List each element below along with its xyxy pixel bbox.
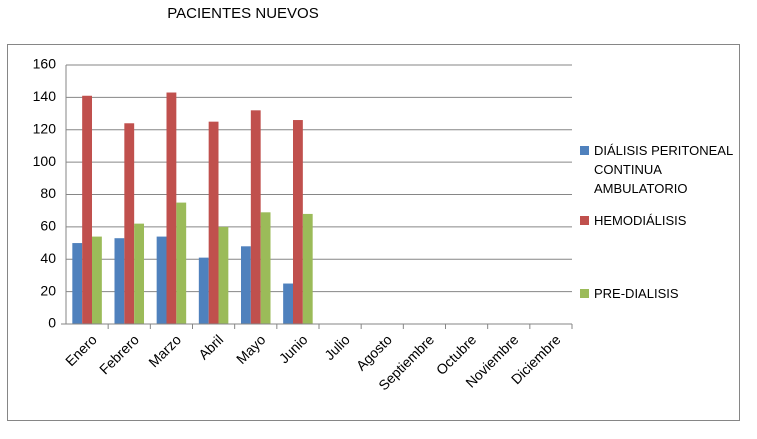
y-tick-label: 40	[40, 250, 56, 266]
legend-item: HEMODIÁLISIS	[580, 211, 740, 230]
bar	[176, 202, 187, 324]
legend-swatch	[580, 216, 589, 225]
bar	[166, 92, 177, 324]
bar	[208, 121, 219, 324]
y-tick-label: 120	[33, 120, 57, 136]
y-tick-label: 60	[40, 218, 56, 234]
legend-swatch	[580, 146, 589, 155]
y-tick-label: 20	[40, 282, 56, 298]
bar	[302, 213, 313, 324]
legend-item: DIÁLISIS PERITONEAL CONTINUA AMBULATORIO	[580, 141, 740, 198]
bar	[292, 120, 303, 324]
bar	[134, 223, 145, 324]
legend-label: DIÁLISIS PERITONEAL CONTINUA AMBULATORIO	[594, 143, 733, 196]
bar	[82, 95, 93, 324]
y-tick-label: 80	[40, 185, 56, 201]
legend-label: HEMODIÁLISIS	[594, 213, 687, 228]
bar	[156, 236, 167, 324]
y-tick-label: 0	[48, 315, 56, 331]
legend-label: PRE-DIALISIS	[594, 286, 679, 301]
bar	[198, 257, 209, 324]
bar	[250, 110, 261, 324]
bar	[124, 123, 135, 325]
legend-swatch	[580, 289, 589, 298]
bar	[240, 246, 251, 324]
y-tick-label: 140	[33, 88, 57, 104]
y-tick-label: 100	[33, 153, 57, 169]
bar	[72, 243, 83, 324]
legend-item: PRE-DIALISIS	[580, 284, 740, 303]
bar	[260, 212, 271, 324]
y-tick-label: 160	[33, 56, 57, 72]
bar	[92, 236, 102, 324]
bar	[218, 226, 229, 324]
bar	[283, 283, 293, 324]
bar	[114, 238, 125, 324]
chart-title: PACIENTES NUEVOS	[167, 5, 318, 22]
